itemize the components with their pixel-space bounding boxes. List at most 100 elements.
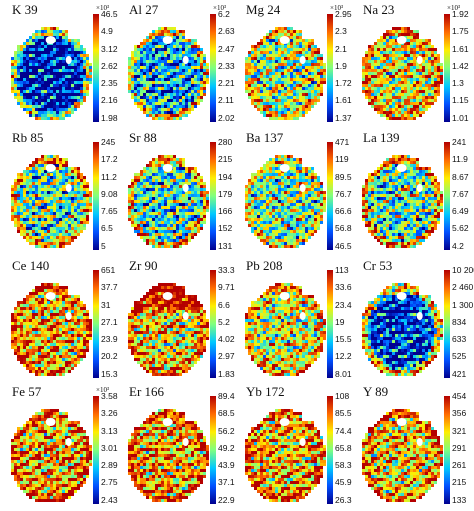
map-pixel — [143, 72, 146, 75]
map-pixel — [422, 96, 425, 99]
map-pixel — [200, 78, 203, 81]
map-pixel — [191, 224, 194, 227]
map-pixel — [44, 54, 47, 57]
map-pixel — [89, 66, 92, 69]
map-pixel — [266, 102, 269, 105]
map-pixel — [308, 212, 311, 215]
map-pixel — [362, 84, 365, 87]
color-scale-bar — [210, 14, 216, 122]
map-pixel — [305, 215, 308, 218]
map-pixel — [296, 72, 299, 75]
map-pixel — [365, 90, 368, 93]
map-pixel — [395, 161, 398, 164]
map-pixel — [137, 63, 140, 66]
map-pixel — [47, 66, 50, 69]
map-pixel — [38, 185, 41, 188]
map-pixel — [179, 218, 182, 221]
map-pixel — [146, 182, 149, 185]
map-pixel — [152, 30, 155, 33]
map-pixel — [185, 96, 188, 99]
map-pixel — [206, 191, 209, 194]
map-pixel — [311, 66, 314, 69]
map-pixel — [380, 75, 383, 78]
map-pixel — [410, 102, 413, 105]
map-pixel — [77, 69, 80, 72]
map-pixel — [176, 60, 179, 63]
map-pixel — [275, 164, 278, 167]
map-pixel — [50, 90, 53, 93]
map-pixel — [422, 78, 425, 81]
map-pixel — [128, 90, 131, 93]
map-pixel — [155, 173, 158, 176]
map-pixel — [131, 72, 134, 75]
map-pixel — [320, 197, 323, 200]
map-pixel — [68, 173, 71, 176]
map-pixel — [41, 212, 44, 215]
map-pixel — [35, 185, 38, 188]
map-pixel — [374, 81, 377, 84]
map-pixel — [170, 245, 173, 248]
map-pixel — [416, 173, 419, 176]
map-pixel — [134, 54, 137, 57]
map-pixel — [158, 36, 161, 39]
map-pixel — [65, 203, 68, 206]
map-pixel — [182, 170, 185, 173]
map-pixel — [173, 200, 176, 203]
map-pixel — [410, 78, 413, 81]
map-pixel — [260, 93, 263, 96]
map-pixel — [278, 42, 281, 45]
map-pixel — [317, 60, 320, 63]
map-pixel — [134, 179, 137, 182]
map-pixel — [176, 173, 179, 176]
map-pixel — [152, 42, 155, 45]
map-pixel — [269, 206, 272, 209]
map-pixel — [86, 182, 89, 185]
map-pixel — [26, 191, 29, 194]
map-pixel — [161, 215, 164, 218]
map-pixel — [179, 81, 182, 84]
map-pixel — [161, 194, 164, 197]
scale-tick-label: 2.3 — [335, 26, 347, 37]
map-pixel — [41, 45, 44, 48]
map-pixel — [293, 188, 296, 191]
map-pixel — [143, 182, 146, 185]
map-pixel — [314, 57, 317, 60]
map-pixel — [431, 191, 434, 194]
map-pixel — [38, 173, 41, 176]
map-pixel — [173, 176, 176, 179]
map-pixel — [74, 90, 77, 93]
map-pixel — [392, 188, 395, 191]
map-pixel — [62, 161, 65, 164]
map-pixel — [260, 81, 263, 84]
map-pixel — [302, 212, 305, 215]
map-pixel — [74, 48, 77, 51]
map-pixel — [389, 170, 392, 173]
map-pixel — [71, 66, 74, 69]
map-pixel — [383, 182, 386, 185]
map-pixel — [149, 197, 152, 200]
map-pixel — [59, 158, 62, 161]
map-pixel — [176, 245, 179, 248]
map-pixel — [158, 179, 161, 182]
map-pixel — [146, 236, 149, 239]
map-pixel — [158, 81, 161, 84]
map-pixel — [182, 99, 185, 102]
map-pixel — [188, 227, 191, 230]
map-pixel — [272, 164, 275, 167]
map-pixel — [185, 224, 188, 227]
map-pixel — [299, 108, 302, 111]
map-pixel — [440, 72, 443, 75]
map-pixel — [272, 173, 275, 176]
map-pixel — [389, 167, 392, 170]
map-pixel — [404, 179, 407, 182]
map-pixel — [407, 105, 410, 108]
map-pixel — [320, 81, 323, 84]
map-pixel — [137, 102, 140, 105]
map-pixel — [392, 39, 395, 42]
map-pixel — [38, 206, 41, 209]
map-pixel — [71, 173, 74, 176]
map-pixel — [14, 218, 17, 221]
map-pixel — [410, 93, 413, 96]
map-pixel — [428, 185, 431, 188]
map-pixel — [182, 84, 185, 87]
